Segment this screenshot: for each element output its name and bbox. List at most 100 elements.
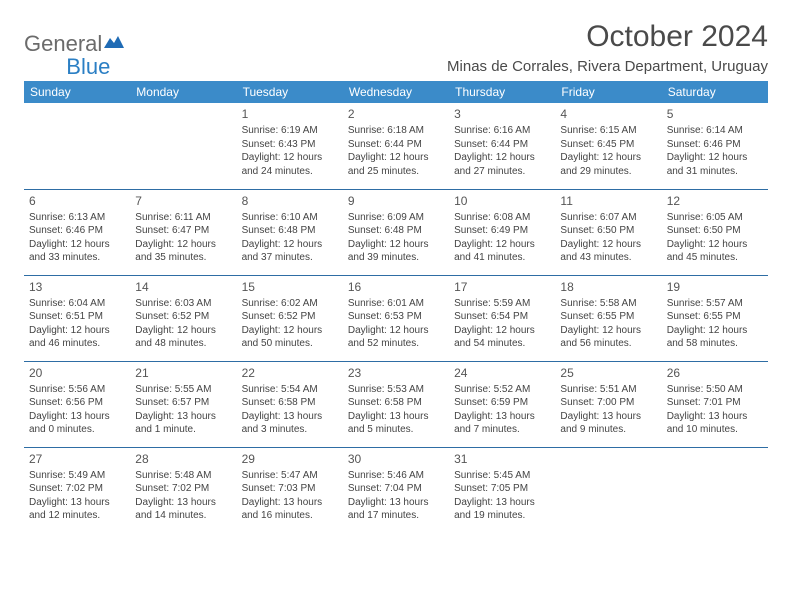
daylight-text: Daylight: 12 hours and 39 minutes. xyxy=(348,238,444,265)
sunset-text: Sunset: 7:05 PM xyxy=(454,482,550,496)
sunset-text: Sunset: 6:47 PM xyxy=(135,224,231,238)
sunrise-text: Sunrise: 6:10 AM xyxy=(242,211,338,225)
calendar-body: 1Sunrise: 6:19 AMSunset: 6:43 PMDaylight… xyxy=(24,103,768,533)
page-header: General Blue October 2024 Minas de Corra… xyxy=(24,20,768,75)
day-number: 31 xyxy=(454,451,550,467)
calendar-day-cell: 19Sunrise: 5:57 AMSunset: 6:55 PMDayligh… xyxy=(662,275,768,361)
daylight-text: Daylight: 12 hours and 37 minutes. xyxy=(242,238,338,265)
day-number: 29 xyxy=(242,451,338,467)
sunset-text: Sunset: 6:52 PM xyxy=(135,310,231,324)
daylight-text: Daylight: 13 hours and 14 minutes. xyxy=(135,496,231,523)
day-number: 30 xyxy=(348,451,444,467)
daylight-text: Daylight: 13 hours and 17 minutes. xyxy=(348,496,444,523)
calendar-day-cell: 25Sunrise: 5:51 AMSunset: 7:00 PMDayligh… xyxy=(555,361,661,447)
calendar-page: General Blue October 2024 Minas de Corra… xyxy=(0,0,792,553)
daylight-text: Daylight: 12 hours and 27 minutes. xyxy=(454,151,550,178)
sunset-text: Sunset: 6:55 PM xyxy=(560,310,656,324)
calendar-day-cell: 3 Sunrise: 6:16 AMSunset: 6:44 PMDaylight… xyxy=(449,103,555,189)
daylight-text: Daylight: 13 hours and 10 minutes. xyxy=(667,410,763,437)
calendar-day-cell: 10Sunrise: 6:08 AMSunset: 6:49 PMDayligh… xyxy=(449,189,555,275)
day-number: 6 xyxy=(29,193,125,209)
daylight-text: Daylight: 13 hours and 9 minutes. xyxy=(560,410,656,437)
day-header-mon: Monday xyxy=(130,81,236,103)
sunset-text: Sunset: 6:55 PM xyxy=(667,310,763,324)
daylight-text: Daylight: 12 hours and 31 minutes. xyxy=(667,151,763,178)
calendar-day-cell: 23Sunrise: 5:53 AMSunset: 6:58 PMDayligh… xyxy=(343,361,449,447)
calendar-day-cell: 29Sunrise: 5:47 AMSunset: 7:03 PMDayligh… xyxy=(237,447,343,533)
day-number: 25 xyxy=(560,365,656,381)
daylight-text: Daylight: 12 hours and 33 minutes. xyxy=(29,238,125,265)
sunrise-text: Sunrise: 5:45 AM xyxy=(454,469,550,483)
day-number: 9 xyxy=(348,193,444,209)
sunrise-text: Sunrise: 6:05 AM xyxy=(667,211,763,225)
day-number: 13 xyxy=(29,279,125,295)
daylight-text: Daylight: 12 hours and 43 minutes. xyxy=(560,238,656,265)
day-number: 21 xyxy=(135,365,231,381)
day-header-row: Sunday Monday Tuesday Wednesday Thursday… xyxy=(24,81,768,103)
day-number: 15 xyxy=(242,279,338,295)
daylight-text: Daylight: 12 hours and 48 minutes. xyxy=(135,324,231,351)
sunrise-text: Sunrise: 5:55 AM xyxy=(135,383,231,397)
sunset-text: Sunset: 6:44 PM xyxy=(454,138,550,152)
sunrise-text: Sunrise: 5:50 AM xyxy=(667,383,763,397)
sunset-text: Sunset: 6:48 PM xyxy=(242,224,338,238)
day-number: 8 xyxy=(242,193,338,209)
daylight-text: Daylight: 12 hours and 56 minutes. xyxy=(560,324,656,351)
day-header-wed: Wednesday xyxy=(343,81,449,103)
sunrise-text: Sunrise: 5:54 AM xyxy=(242,383,338,397)
sunrise-text: Sunrise: 6:03 AM xyxy=(135,297,231,311)
calendar-day-cell xyxy=(555,447,661,533)
day-number: 22 xyxy=(242,365,338,381)
daylight-text: Daylight: 13 hours and 7 minutes. xyxy=(454,410,550,437)
sunrise-text: Sunrise: 6:16 AM xyxy=(454,124,550,138)
sunrise-text: Sunrise: 6:15 AM xyxy=(560,124,656,138)
month-title: October 2024 xyxy=(447,20,768,54)
location-text: Minas de Corrales, Rivera Department, Ur… xyxy=(447,58,768,75)
day-number: 1 xyxy=(242,106,338,122)
calendar-day-cell xyxy=(662,447,768,533)
calendar-day-cell: 17Sunrise: 5:59 AMSunset: 6:54 PMDayligh… xyxy=(449,275,555,361)
calendar-week-row: 27Sunrise: 5:49 AMSunset: 7:02 PMDayligh… xyxy=(24,447,768,533)
sunset-text: Sunset: 7:02 PM xyxy=(29,482,125,496)
sunrise-text: Sunrise: 6:19 AM xyxy=(242,124,338,138)
daylight-text: Daylight: 13 hours and 5 minutes. xyxy=(348,410,444,437)
sunset-text: Sunset: 6:51 PM xyxy=(29,310,125,324)
day-number: 24 xyxy=(454,365,550,381)
day-number: 16 xyxy=(348,279,444,295)
day-number: 20 xyxy=(29,365,125,381)
daylight-text: Daylight: 13 hours and 0 minutes. xyxy=(29,410,125,437)
day-number: 27 xyxy=(29,451,125,467)
day-number: 17 xyxy=(454,279,550,295)
calendar-day-cell: 27 Sunrise: 5:49 AMSunset: 7:02 PMDayligh… xyxy=(24,447,130,533)
sunset-text: Sunset: 7:00 PM xyxy=(560,396,656,410)
calendar-day-cell: 14Sunrise: 6:03 AMSunset: 6:52 PMDayligh… xyxy=(130,275,236,361)
daylight-text: Daylight: 13 hours and 12 minutes. xyxy=(29,496,125,523)
daylight-text: Daylight: 12 hours and 29 minutes. xyxy=(560,151,656,178)
calendar-day-cell: 20 Sunrise: 5:56 AMSunset: 6:56 PMDayligh… xyxy=(24,361,130,447)
daylight-text: Daylight: 12 hours and 50 minutes. xyxy=(242,324,338,351)
sunrise-text: Sunrise: 6:18 AM xyxy=(348,124,444,138)
daylight-text: Daylight: 13 hours and 19 minutes. xyxy=(454,496,550,523)
daylight-text: Daylight: 12 hours and 24 minutes. xyxy=(242,151,338,178)
sunrise-text: Sunrise: 5:56 AM xyxy=(29,383,125,397)
calendar-week-row: 13 Sunrise: 6:04 AMSunset: 6:51 PM Dayligh… xyxy=(24,275,768,361)
day-number: 12 xyxy=(667,193,763,209)
daylight-text: Daylight: 12 hours and 41 minutes. xyxy=(454,238,550,265)
calendar-day-cell: 18Sunrise: 5:58 AMSunset: 6:55 PMDayligh… xyxy=(555,275,661,361)
calendar-day-cell: 22Sunrise: 5:54 AMSunset: 6:58 PMDayligh… xyxy=(237,361,343,447)
sunrise-text: Sunrise: 6:13 AM xyxy=(29,211,125,225)
daylight-text: Daylight: 12 hours and 52 minutes. xyxy=(348,324,444,351)
day-number: 7 xyxy=(135,193,231,209)
sunset-text: Sunset: 6:59 PM xyxy=(454,396,550,410)
calendar-day-cell: 12Sunrise: 6:05 AMSunset: 6:50 PMDayligh… xyxy=(662,189,768,275)
sunset-text: Sunset: 6:45 PM xyxy=(560,138,656,152)
logo-icon xyxy=(104,34,124,55)
sunset-text: Sunset: 6:56 PM xyxy=(29,396,125,410)
sunrise-text: Sunrise: 5:49 AM xyxy=(29,469,125,483)
calendar-day-cell: 7Sunrise: 6:11 AMSunset: 6:47 PMDaylight… xyxy=(130,189,236,275)
day-header-thu: Thursday xyxy=(449,81,555,103)
sunrise-text: Sunrise: 5:46 AM xyxy=(348,469,444,483)
day-number: 23 xyxy=(348,365,444,381)
sunrise-text: Sunrise: 6:04 AM xyxy=(29,297,125,311)
day-number: 3 xyxy=(454,106,550,122)
